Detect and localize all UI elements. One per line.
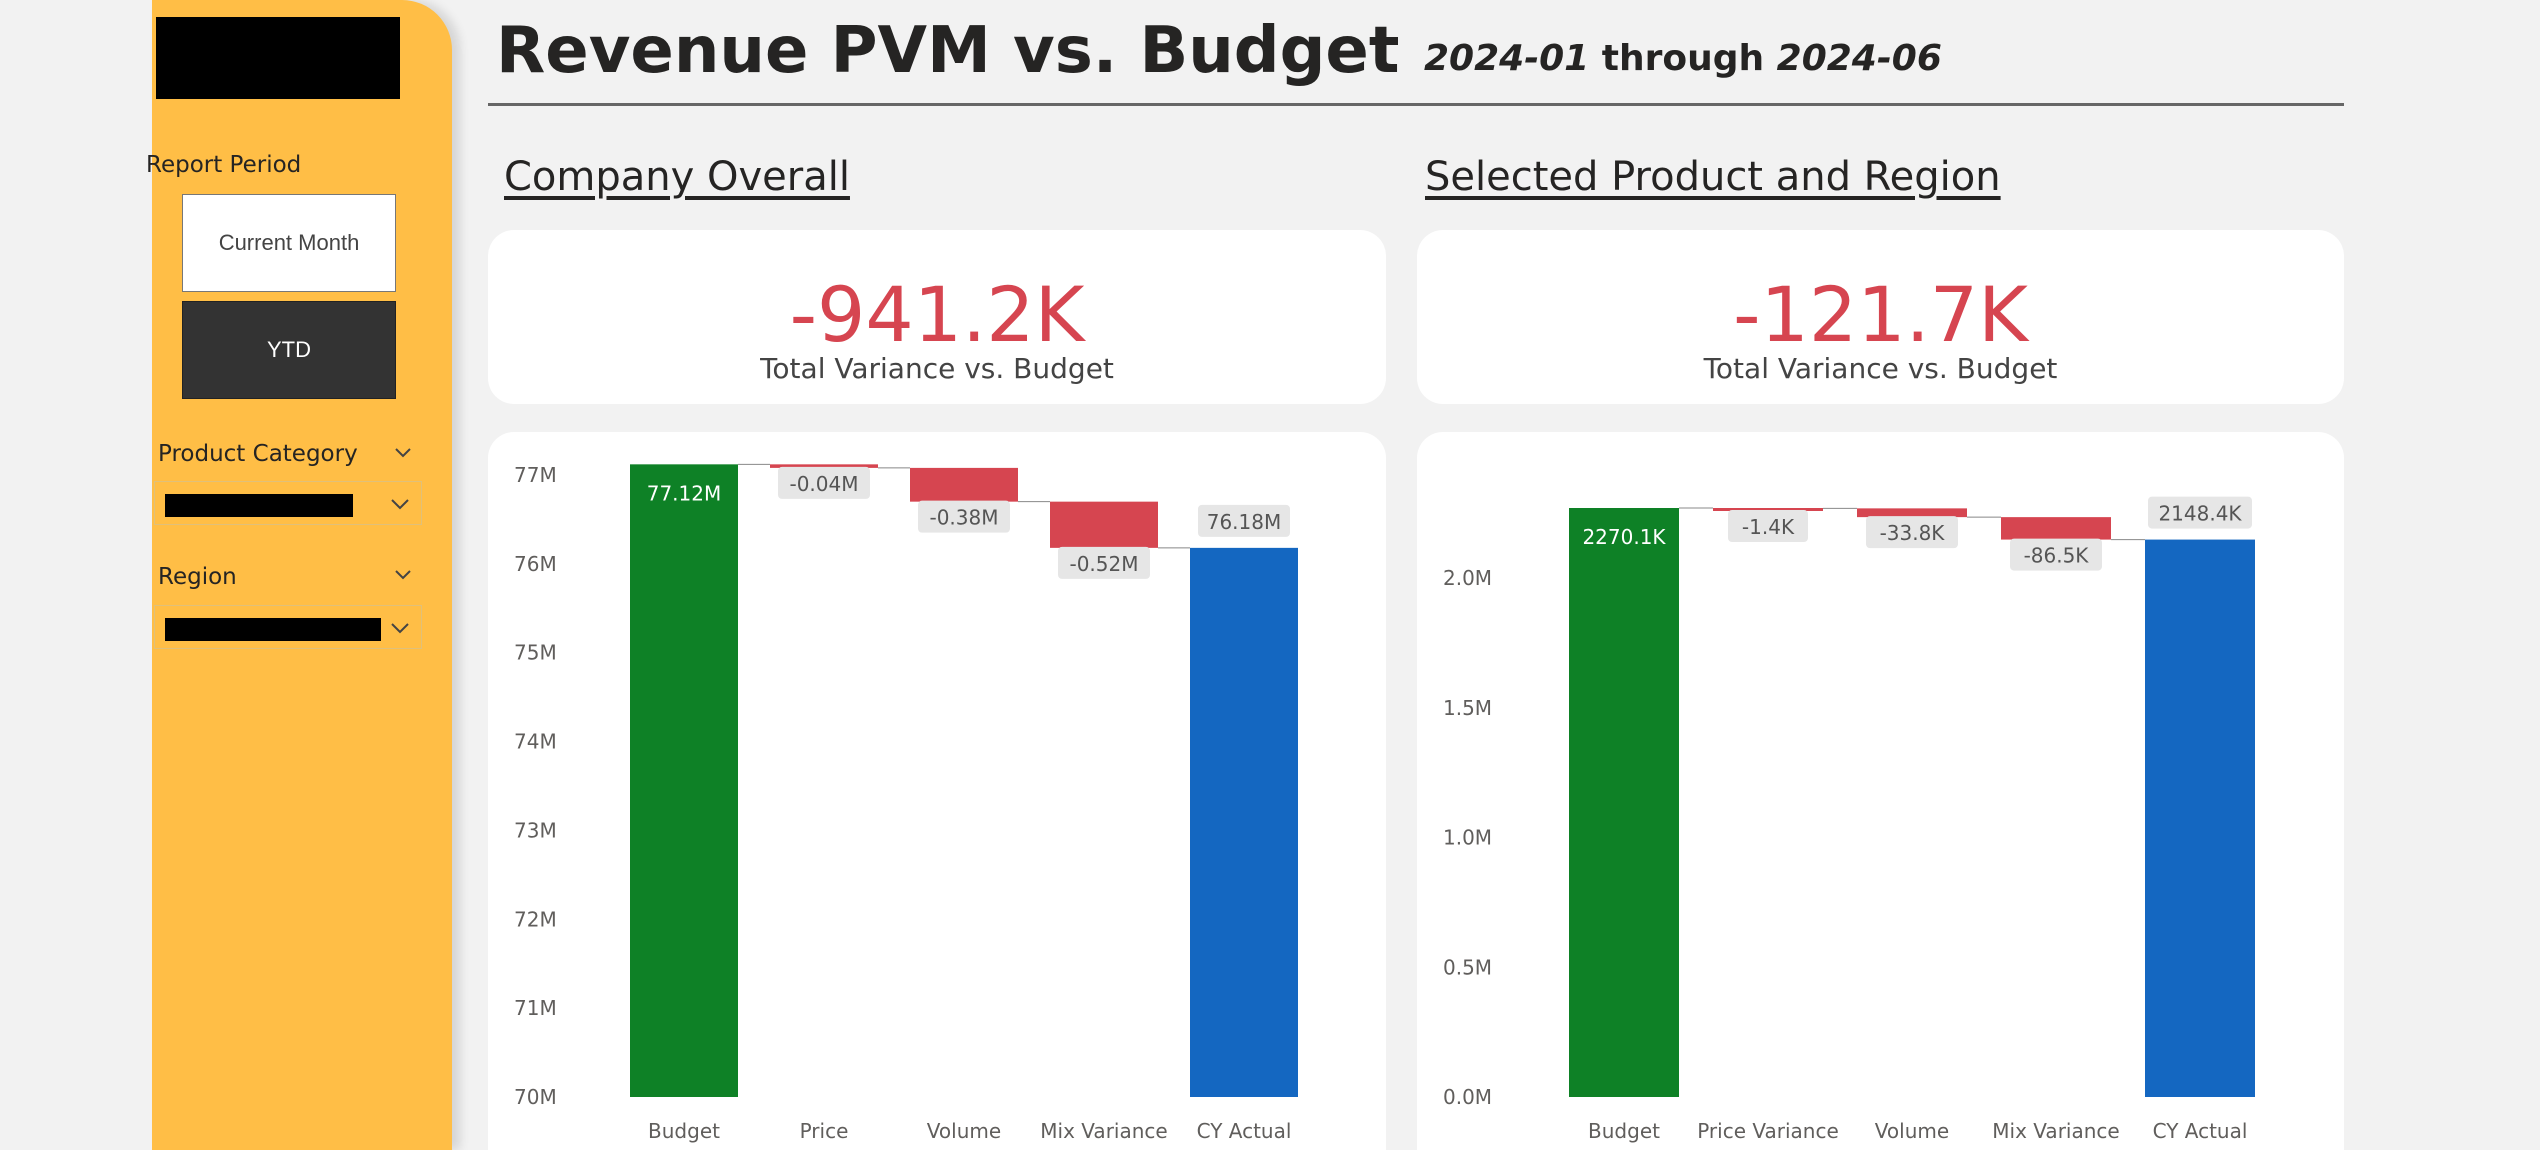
y-tick-label: 75M xyxy=(514,641,557,665)
date-range: 2024-01 through 2024-06 xyxy=(1424,38,1942,79)
kpi-label: Total Variance vs. Budget xyxy=(1703,352,2058,385)
waterfall-bar[interactable] xyxy=(1713,508,1823,511)
y-tick-label: 0.0M xyxy=(1443,1085,1492,1109)
chevron-down-icon[interactable] xyxy=(394,443,412,461)
x-category-label: Budget xyxy=(1588,1119,1660,1143)
y-tick-label: 70M xyxy=(514,1085,557,1109)
y-tick-label: 76M xyxy=(514,552,557,576)
kpi-value: -121.7K xyxy=(1733,270,2028,359)
data-label: -0.04M xyxy=(789,472,858,496)
data-label-bg xyxy=(1058,546,1150,579)
kpi-card-selected: -121.7K Total Variance vs. Budget xyxy=(1417,230,2344,404)
x-category-label: Mix Variance xyxy=(1992,1119,2119,1143)
data-label-bg xyxy=(1198,504,1290,537)
data-label: -86.5K xyxy=(2024,544,2090,568)
waterfall-card-company: 70M 71M 72M 73M 74M 75M 76M 77M 77.12M Budget -0.0… xyxy=(488,432,1386,1150)
product-category-label: Product Category xyxy=(158,441,358,467)
region-dropdown[interactable] xyxy=(154,605,422,649)
y-tick-label: 1.0M xyxy=(1443,826,1492,850)
y-tick-label: 71M xyxy=(514,996,557,1020)
data-label: 2148.4K xyxy=(2158,502,2242,526)
data-label-bg xyxy=(2148,496,2252,529)
logo-redacted xyxy=(156,17,400,99)
chevron-down-icon[interactable] xyxy=(389,617,411,639)
waterfall-chart-company: 70M 71M 72M 73M 74M 75M 76M 77M 77.12M Budget -0.0… xyxy=(514,463,1298,1143)
waterfall-chart-selected: 0.0M 0.5M 1.0M 1.5M 2.0M 2270.1K Budget -1.4K Pr… xyxy=(1443,496,2255,1143)
y-tick-label: 77M xyxy=(514,463,557,487)
data-label-bg xyxy=(1866,516,1958,549)
x-category-label: Mix Variance xyxy=(1040,1119,1167,1143)
data-label: -33.8K xyxy=(1880,521,1946,545)
period-button-ytd[interactable]: YTD xyxy=(182,301,396,399)
x-category-label: Volume xyxy=(1875,1119,1949,1143)
data-label: -1.4K xyxy=(1742,515,1795,539)
data-label: -0.38M xyxy=(929,506,998,530)
selected-value-redacted xyxy=(165,618,381,641)
section-title-selected-product-region: Selected Product and Region xyxy=(1425,154,2001,200)
waterfall-bar[interactable] xyxy=(1050,501,1158,548)
x-category-label: Budget xyxy=(648,1119,720,1143)
kpi-label: Total Variance vs. Budget xyxy=(760,352,1114,385)
data-label: 77.12M xyxy=(647,481,722,505)
waterfall-bar[interactable] xyxy=(770,464,878,468)
date-from: 2024-01 xyxy=(1424,38,1590,79)
region-label: Region xyxy=(158,564,237,590)
date-to: 2024-06 xyxy=(1776,38,1942,79)
y-tick-label: 73M xyxy=(514,818,557,842)
x-category-label: CY Actual xyxy=(2153,1119,2248,1143)
date-separator: through xyxy=(1589,38,1777,79)
kpi-card-company: -941.2K Total Variance vs. Budget xyxy=(488,230,1386,404)
x-category-label: Price xyxy=(800,1119,849,1143)
y-tick-label: 74M xyxy=(514,730,557,754)
waterfall-bar[interactable] xyxy=(1857,508,1967,518)
waterfall-bar[interactable] xyxy=(1569,508,1679,1097)
data-label: 2270.1K xyxy=(1582,525,1666,549)
selected-value-redacted xyxy=(165,494,353,517)
x-category-label: CY Actual xyxy=(1197,1119,1292,1143)
period-button-current-month[interactable]: Current Month xyxy=(182,194,396,292)
report-period-label: Report Period xyxy=(146,152,302,178)
x-category-label: Price Variance xyxy=(1697,1119,1839,1143)
waterfall-bar[interactable] xyxy=(910,467,1018,502)
waterfall-bar[interactable] xyxy=(630,464,738,1097)
waterfall-bar[interactable] xyxy=(1190,547,1298,1097)
data-label-bg xyxy=(778,466,870,499)
y-tick-label: 0.5M xyxy=(1443,955,1492,979)
y-tick-label: 1.5M xyxy=(1443,696,1492,720)
chevron-down-icon[interactable] xyxy=(394,565,412,583)
chevron-down-icon[interactable] xyxy=(389,493,411,515)
waterfall-bar[interactable] xyxy=(2001,517,2111,540)
waterfall-card-selected: 0.0M 0.5M 1.0M 1.5M 2.0M 2270.1K Budget -1.4K Pr… xyxy=(1417,432,2344,1150)
data-label-bg xyxy=(1728,510,1808,542)
y-tick-label: 72M xyxy=(514,907,557,931)
product-category-dropdown[interactable] xyxy=(154,481,422,525)
data-label-bg xyxy=(2010,538,2102,571)
kpi-value: -941.2K xyxy=(789,270,1085,359)
data-label: -0.52M xyxy=(1069,552,1138,576)
filter-sidebar: Report Period Current Month YTD Product … xyxy=(146,0,452,1150)
y-tick-label: 2.0M xyxy=(1443,566,1492,590)
data-label: 76.18M xyxy=(1207,510,1282,534)
data-label-bg xyxy=(918,500,1010,533)
section-title-company-overall: Company Overall xyxy=(504,154,850,200)
x-category-label: Volume xyxy=(927,1119,1001,1143)
title-divider xyxy=(488,103,2344,106)
page-title: Revenue PVM vs. Budget xyxy=(496,14,1400,88)
waterfall-bar[interactable] xyxy=(2145,539,2255,1097)
